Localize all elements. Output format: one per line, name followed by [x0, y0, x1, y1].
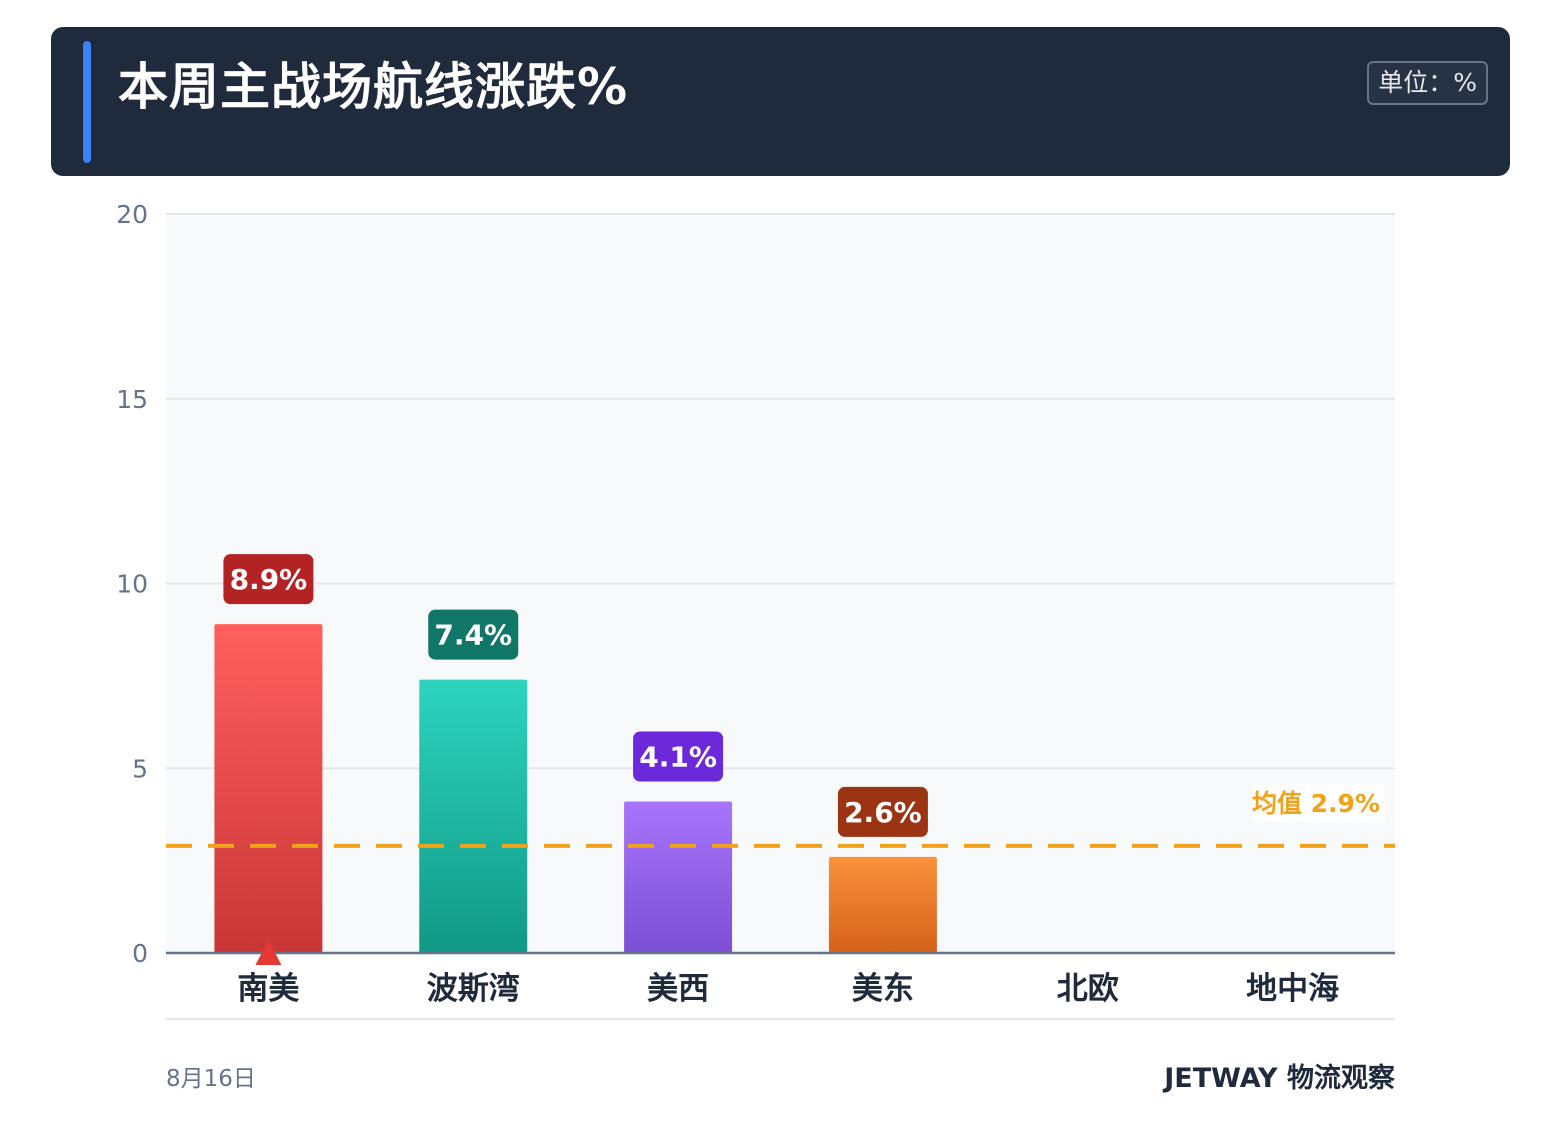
bar: [214, 624, 323, 953]
data-label-background: [633, 731, 724, 782]
bar: [624, 801, 733, 953]
x-tick-label: 北欧: [1057, 971, 1119, 1007]
x-tick-label: 美西: [647, 971, 709, 1007]
bar: [828, 856, 937, 953]
y-tick-label: 5: [132, 754, 148, 783]
data-label-background: [837, 786, 928, 837]
chart-title: 本周主战场航线涨跌%: [118, 58, 629, 116]
data-label: 7.4%: [434, 619, 512, 652]
data-label: 4.1%: [639, 741, 717, 774]
x-tick-label: 地中海: [1246, 971, 1339, 1007]
x-tick-label: 美东: [852, 971, 914, 1007]
data-label: 8.9%: [230, 563, 308, 596]
data-label-background: [223, 554, 314, 605]
unit-value: %: [1453, 68, 1477, 97]
data-label-background: [428, 609, 519, 660]
up-triangle-marker: [255, 940, 282, 965]
unit-label: 单位：: [1378, 68, 1454, 97]
bar: [419, 679, 528, 953]
data-label: 2.6%: [844, 796, 922, 829]
header-accent-bar: [83, 41, 91, 163]
unit-badge: 单位：%: [1367, 61, 1488, 105]
x-tick-label: 南美: [237, 971, 299, 1007]
y-tick-label: 15: [116, 385, 148, 414]
footer-brand: JETWAY 物流观察: [1164, 1063, 1395, 1094]
header-banner: 本周主战场航线涨跌% 单位：%: [51, 27, 1510, 176]
footer-date: 8月16日: [166, 1066, 256, 1092]
x-tick-label: 波斯湾: [427, 971, 520, 1007]
y-tick-label: 10: [116, 570, 148, 599]
average-label-background: [1253, 783, 1385, 822]
y-tick-label: 0: [132, 939, 148, 968]
y-tick-label: 20: [116, 200, 148, 229]
average-label: 均值 2.9%: [1252, 789, 1380, 818]
